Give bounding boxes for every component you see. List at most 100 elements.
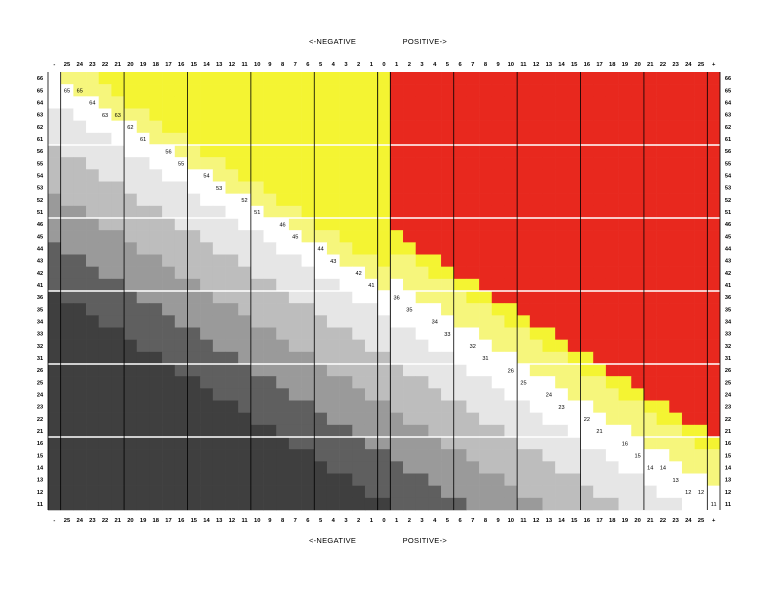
grid-cell (200, 461, 214, 474)
column-label-bottom: 4 (332, 518, 336, 524)
diagonal-value: 14 (660, 466, 666, 472)
grid-cell (250, 242, 264, 255)
grid-cell (212, 461, 226, 474)
grid-cell (60, 169, 74, 182)
grid-cell (352, 327, 366, 340)
grid-cell (681, 400, 695, 413)
grid-cell (466, 327, 480, 340)
grid-cell (593, 437, 607, 450)
grid-cell (98, 230, 112, 243)
grid-cell (60, 254, 74, 267)
grid-cell (187, 254, 201, 267)
row-label-left: 14 (37, 465, 44, 471)
grid-cell (288, 230, 302, 243)
grid-cell (73, 120, 87, 134)
grid-cell (238, 339, 252, 353)
grid-cell (377, 193, 391, 207)
grid-cell (643, 218, 657, 231)
grid-cell (390, 218, 404, 231)
grid-cell (200, 364, 214, 377)
row-label-left: 24 (37, 392, 44, 398)
grid-cell (555, 157, 569, 170)
grid-cell (124, 497, 138, 511)
grid-cell (491, 278, 505, 292)
grid-cell (225, 169, 239, 182)
grid-cell (428, 181, 442, 194)
column-label-top: 13 (546, 62, 553, 68)
grid-cell (555, 218, 569, 231)
grid-cell (504, 339, 518, 353)
grid-cell (212, 266, 226, 280)
grid-cell (60, 388, 74, 401)
grid-cell (403, 351, 416, 365)
grid-cell (504, 266, 518, 280)
grid-cell (428, 473, 442, 486)
grid-cell (542, 132, 556, 146)
grid-cell (517, 351, 531, 365)
grid-cell (390, 145, 404, 158)
grid-cell (187, 339, 201, 353)
grid-cell (111, 473, 125, 486)
grid-cell (314, 218, 328, 231)
grid-cell (149, 327, 163, 340)
grid-cell (656, 108, 670, 121)
grid-cell (529, 218, 543, 231)
grid-cell (60, 437, 74, 450)
grid-cell (187, 72, 201, 85)
column-label-top: 1 (370, 62, 374, 68)
row-label-right: 11 (725, 502, 731, 508)
grid-cell (491, 351, 505, 365)
grid-cell (200, 351, 214, 365)
grid-cell (656, 497, 670, 511)
grid-cell (276, 424, 290, 438)
grid-cell (276, 461, 290, 474)
grid-cell (339, 157, 353, 170)
column-label-top: + (712, 62, 716, 68)
grid-cell (263, 96, 277, 109)
grid-cell (656, 437, 670, 450)
grid-cell (200, 218, 214, 231)
grid-cell (149, 145, 163, 158)
grid-cell (98, 96, 112, 109)
grid-cell (555, 437, 569, 450)
grid-cell (339, 449, 353, 462)
grid-cell (162, 145, 176, 158)
grid-cell (694, 84, 708, 97)
grid-cell (567, 291, 581, 304)
grid-cell (466, 315, 480, 328)
grid-cell (390, 242, 404, 255)
grid-cell (352, 254, 366, 267)
grid-cell (162, 84, 176, 97)
grid-cell (314, 145, 328, 158)
grid-cell (593, 449, 607, 462)
column-label-top: 13 (216, 62, 223, 68)
row-label-left: 25 (37, 380, 43, 386)
grid-cell (187, 424, 201, 438)
grid-cell (60, 132, 74, 146)
column-label-bottom: 8 (484, 518, 488, 524)
grid-cell (60, 157, 74, 170)
grid-cell (111, 327, 125, 340)
grid-cell (491, 388, 505, 401)
grid-cell (479, 72, 493, 85)
grid-cell (377, 120, 391, 134)
row-label-left: 65 (37, 88, 43, 94)
grid-cell (441, 315, 455, 328)
grid-cell (225, 278, 239, 292)
grid-cell (136, 132, 150, 146)
grid-cell (567, 181, 581, 194)
grid-cell (364, 400, 378, 413)
grid-cell (580, 473, 594, 486)
grid-cell (276, 291, 290, 304)
grid-cell (314, 303, 328, 316)
grid-cell (60, 485, 74, 499)
grid-cell (453, 339, 467, 353)
grid-cell (605, 327, 619, 340)
grid-cell (162, 364, 176, 377)
grid-cell (187, 473, 201, 486)
grid-cell (111, 485, 125, 499)
grid-cell (390, 278, 404, 292)
grid-cell (643, 120, 657, 134)
grid-cell (593, 193, 607, 207)
grid-cell (352, 242, 366, 255)
